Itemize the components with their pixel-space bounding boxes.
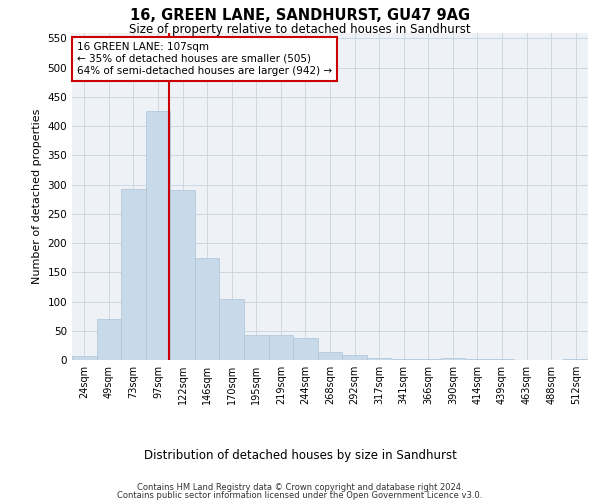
Bar	[342, 356, 367, 360]
Y-axis label: Number of detached properties: Number of detached properties	[32, 108, 42, 284]
Bar	[72, 356, 97, 360]
Bar	[170, 190, 195, 360]
Text: Size of property relative to detached houses in Sandhurst: Size of property relative to detached ho…	[129, 22, 471, 36]
Bar	[146, 112, 170, 360]
Bar	[244, 335, 269, 360]
Text: Contains HM Land Registry data © Crown copyright and database right 2024.: Contains HM Land Registry data © Crown c…	[137, 483, 463, 492]
Bar	[440, 358, 465, 360]
Bar	[293, 338, 318, 360]
Bar	[367, 358, 391, 360]
Bar	[391, 359, 416, 360]
Bar	[121, 188, 146, 360]
Bar	[195, 258, 220, 360]
Bar	[318, 352, 342, 360]
Bar	[220, 298, 244, 360]
Bar	[563, 359, 588, 360]
Text: Distribution of detached houses by size in Sandhurst: Distribution of detached houses by size …	[143, 448, 457, 462]
Text: 16 GREEN LANE: 107sqm
← 35% of detached houses are smaller (505)
64% of semi-det: 16 GREEN LANE: 107sqm ← 35% of detached …	[77, 42, 332, 76]
Bar	[269, 336, 293, 360]
Text: 16, GREEN LANE, SANDHURST, GU47 9AG: 16, GREEN LANE, SANDHURST, GU47 9AG	[130, 8, 470, 22]
Text: Contains public sector information licensed under the Open Government Licence v3: Contains public sector information licen…	[118, 492, 482, 500]
Bar	[97, 319, 121, 360]
